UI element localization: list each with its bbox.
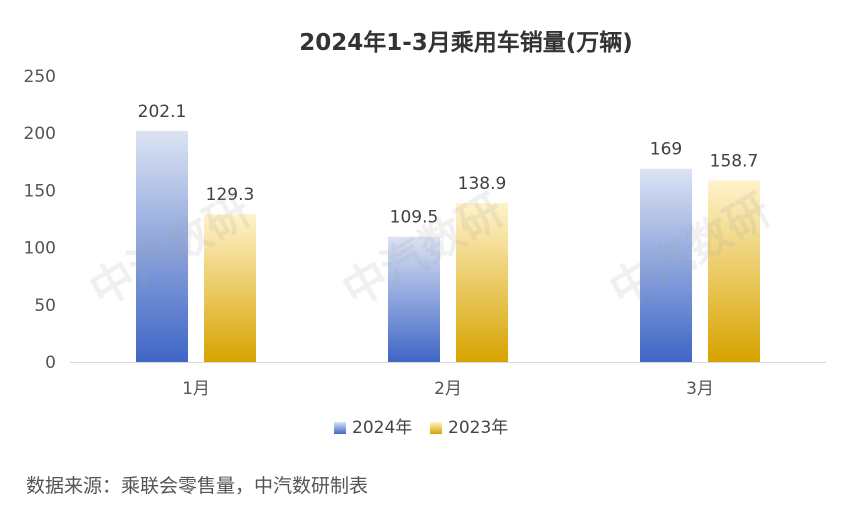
data-label: 129.3 bbox=[206, 185, 255, 205]
data-label: 138.9 bbox=[458, 174, 507, 194]
y-tick-label: 100 bbox=[24, 239, 56, 259]
data-label: 202.1 bbox=[138, 102, 187, 122]
bar-2024 bbox=[388, 236, 440, 362]
legend-swatch bbox=[430, 422, 442, 434]
y-tick-label: 50 bbox=[34, 296, 56, 316]
bar-2023 bbox=[456, 203, 508, 362]
y-tick-label: 200 bbox=[24, 124, 56, 144]
x-tick-label: 2月 bbox=[434, 379, 462, 399]
source-note: 数据来源：乘联会零售量，中汽数研制表 bbox=[26, 475, 369, 497]
legend-label: 2024年 bbox=[352, 418, 412, 438]
bar-2023 bbox=[708, 180, 760, 362]
x-tick-label: 3月 bbox=[686, 379, 714, 399]
legend-swatch bbox=[334, 422, 346, 434]
data-label: 158.7 bbox=[710, 151, 759, 171]
data-label: 169 bbox=[650, 140, 682, 160]
y-tick-label: 0 bbox=[45, 353, 56, 373]
y-tick-label: 150 bbox=[24, 181, 56, 201]
y-tick-label: 250 bbox=[24, 67, 56, 87]
bar-2024 bbox=[640, 168, 692, 362]
x-tick-label: 1月 bbox=[182, 379, 210, 399]
data-label: 109.5 bbox=[390, 208, 439, 228]
bar-2023 bbox=[204, 214, 256, 362]
bar-2024 bbox=[136, 130, 188, 362]
chart-title: 2024年1-3月乘用车销量(万辆) bbox=[299, 29, 633, 56]
legend-label: 2023年 bbox=[448, 418, 508, 438]
